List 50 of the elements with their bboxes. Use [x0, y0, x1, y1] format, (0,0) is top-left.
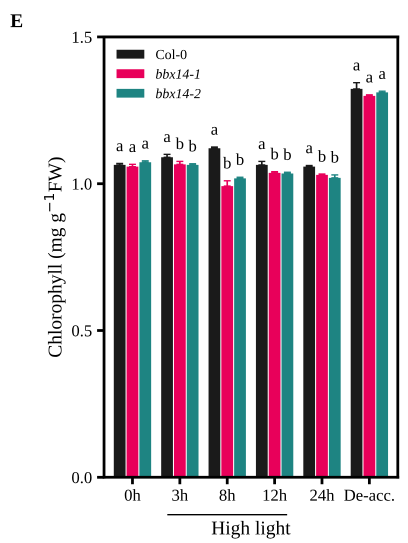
annotation: b — [223, 156, 231, 169]
bar — [363, 96, 376, 478]
bar — [114, 164, 126, 478]
bar — [126, 166, 138, 478]
annotation: a — [379, 71, 386, 80]
x-tick-label: 0h — [124, 489, 141, 501]
bar — [256, 164, 268, 478]
annotation: a — [211, 126, 218, 135]
annotation: b — [330, 150, 338, 163]
bar — [161, 157, 173, 478]
x-tick-label: 12h — [264, 489, 287, 501]
x-tick-label: De-acc. — [344, 490, 394, 501]
annotation: b — [283, 148, 291, 160]
annotation: b — [176, 137, 184, 150]
annotation: a — [164, 134, 171, 142]
bar — [268, 172, 280, 478]
x-axis-title: High light — [212, 520, 291, 539]
x-tick-label: 3h — [172, 489, 188, 501]
bar — [139, 162, 152, 478]
annotation: b — [188, 140, 196, 152]
bar — [328, 178, 341, 478]
x-tick-label: 8h — [220, 489, 236, 501]
y-tick-label: 0.0 — [72, 472, 92, 484]
bar — [174, 164, 186, 478]
annotation: b — [270, 148, 278, 160]
annotation: a — [366, 74, 373, 83]
annotation: a — [116, 143, 124, 152]
annotation: b — [318, 150, 326, 162]
bar — [316, 174, 328, 478]
legend-label: bbx14-1 — [156, 68, 200, 79]
annotation: a — [306, 145, 313, 154]
annotation: a — [129, 144, 136, 152]
annotation: a — [353, 62, 360, 71]
annotation: a — [142, 140, 149, 149]
bar — [303, 166, 316, 478]
y-axis-title: Chlorophyll (mg g$^{−1}$FW) — [44, 157, 66, 357]
y-tick-label: 1.0 — [72, 178, 92, 190]
y-tick-label: 1.5 — [72, 32, 92, 43]
y-tick-label: 0.5 — [72, 325, 92, 337]
bar — [208, 148, 220, 478]
legend-label: Col-0 — [156, 49, 187, 60]
annotation: b — [236, 153, 244, 166]
legend-label: bbx14-2 — [156, 88, 201, 98]
chart-title: E — [10, 14, 22, 28]
annotation: a — [258, 141, 266, 150]
bar — [282, 173, 294, 478]
bar — [186, 164, 199, 478]
bar — [234, 178, 246, 478]
bar — [376, 92, 388, 478]
x-tick-label: 24h — [310, 489, 334, 501]
